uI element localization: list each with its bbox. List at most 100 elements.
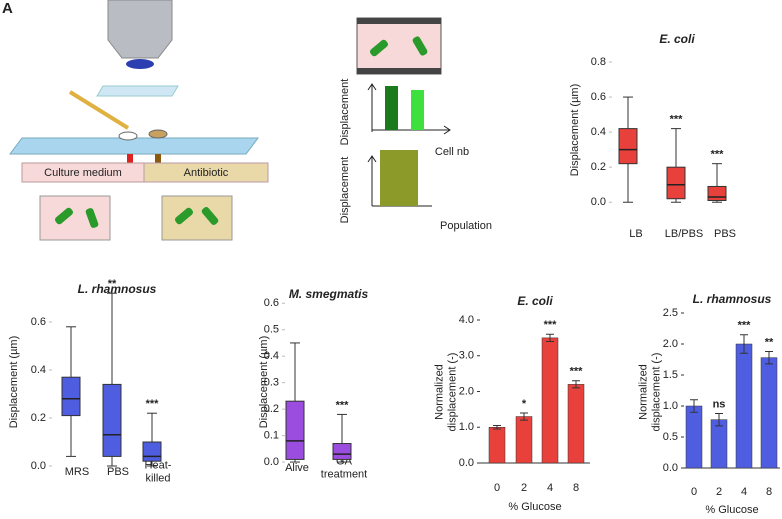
chart-title: E. coli: [659, 32, 695, 46]
box: [666, 166, 686, 200]
y-tick-label: 1.5: [663, 369, 678, 381]
diagram-b: Displacement Displacement Cell nb Popula…: [339, 17, 492, 232]
chamber: [161, 195, 233, 241]
film-strip: [357, 68, 441, 74]
x-tick-label: LB/PBS: [665, 228, 704, 240]
significance: ***: [670, 114, 684, 126]
y-tick-label: 0.3: [264, 377, 279, 389]
text-line: Normalized: [637, 364, 649, 420]
cover-slip: [96, 85, 179, 97]
x-tick-label: 2: [716, 486, 722, 498]
box: [61, 376, 81, 417]
y-tick-label: 2.5: [663, 307, 678, 319]
axis-label: Displacement: [339, 157, 351, 224]
schematic-bar: [385, 86, 398, 130]
significance: ***: [738, 320, 752, 332]
error-bar: [715, 412, 723, 427]
text-line: killed: [145, 473, 170, 485]
bar: [685, 405, 703, 469]
y-tick-label: 0.6: [591, 91, 606, 103]
schematic-bar: [411, 90, 424, 130]
y-tick-label: 0.4: [264, 350, 279, 362]
text-line: displacement (-): [447, 353, 459, 432]
error-bar: [740, 334, 748, 354]
cell: [369, 39, 389, 57]
y-axis-label: Normalizeddisplacement (-): [637, 353, 662, 432]
x-tick-label: Heat-killed: [145, 459, 172, 484]
y-tick-label: 0.4: [591, 126, 606, 138]
y-tick-label: 0.5: [663, 431, 678, 443]
y-axis-label: Normalizeddisplacement (-): [433, 353, 458, 432]
x-tick-label: 0: [494, 482, 500, 494]
significance: **: [765, 336, 774, 348]
y-tick-label: 2.0: [459, 385, 474, 397]
y-axis-label: Displacement (µm): [569, 84, 581, 177]
error-bar: [690, 399, 698, 413]
y-axis-label: Displacement (µm): [8, 336, 20, 429]
x-tick-label: 4: [547, 482, 553, 494]
y-tick-label: 0.0: [264, 456, 279, 468]
y-tick-label: 3.0: [459, 350, 474, 362]
error-bar: [520, 412, 528, 421]
y-tick-label: 1.0: [663, 400, 678, 412]
bar: [488, 427, 506, 464]
drop: [118, 131, 138, 141]
error-bar: [572, 380, 580, 389]
axis-label: Displacement: [339, 79, 351, 146]
error-bar: [546, 333, 554, 342]
chart-title: M. smegmatis: [289, 287, 369, 301]
y-tick-label: 0.4: [31, 364, 46, 376]
error-bar: [493, 424, 501, 430]
panel-label: A: [2, 0, 13, 17]
cell: [201, 206, 219, 226]
film-strip: [357, 18, 441, 24]
schematic-bar: [380, 150, 418, 206]
x-tick-label: Alive: [285, 462, 309, 474]
x-tick-label: PBS: [107, 466, 129, 478]
y-tick-label: 0.1: [264, 429, 279, 441]
y-tick-label: 0.8: [591, 56, 606, 68]
text-line: treatment: [321, 469, 367, 481]
y-tick-label: 1.0: [459, 421, 474, 433]
box: [332, 443, 352, 460]
cell: [54, 207, 74, 225]
y-tick-label: 0.2: [591, 161, 606, 173]
y-tick-label: 0.6: [264, 297, 279, 309]
channel: [356, 17, 442, 75]
significance: ***: [146, 398, 160, 410]
text-line: Heat-: [145, 459, 172, 471]
bar: [760, 357, 778, 469]
y-tick-label: 0.0: [663, 462, 678, 474]
x-tick-label: 0: [691, 486, 697, 498]
diagram-a: Culture medium Antibiotic: [9, 0, 269, 241]
y-tick-label: 0.5: [264, 324, 279, 336]
chart-title: L. rhamnosus: [78, 282, 157, 296]
x-tick-label: LB: [629, 228, 642, 240]
box: [102, 383, 122, 457]
box: [142, 441, 162, 462]
axis-label: Population: [440, 220, 492, 232]
axis-label: Cell nb: [435, 146, 469, 158]
y-tick-label: 0.2: [31, 412, 46, 424]
x-tick-label: 8: [766, 486, 772, 498]
y-tick-label: 0.0: [459, 457, 474, 469]
cell: [85, 208, 99, 228]
box: [707, 185, 727, 201]
x-tick-label: PBS: [714, 228, 736, 240]
text-line: Normalized: [433, 364, 445, 420]
y-tick-label: 0.0: [591, 196, 606, 208]
x-axis-label: % Glucose: [508, 501, 561, 513]
y-tick-label: 4.0: [459, 314, 474, 326]
drop: [148, 129, 168, 139]
x-tick-label: 4: [741, 486, 747, 498]
text-line: displacement (-): [651, 353, 663, 432]
bar: [541, 337, 559, 464]
x-tick-label: 2: [521, 482, 527, 494]
y-tick-label: 2.0: [663, 338, 678, 350]
y-axis-label: Displacement (µm): [258, 336, 270, 429]
significance: ns: [713, 398, 726, 410]
cell: [174, 207, 194, 225]
bar: [710, 419, 728, 469]
